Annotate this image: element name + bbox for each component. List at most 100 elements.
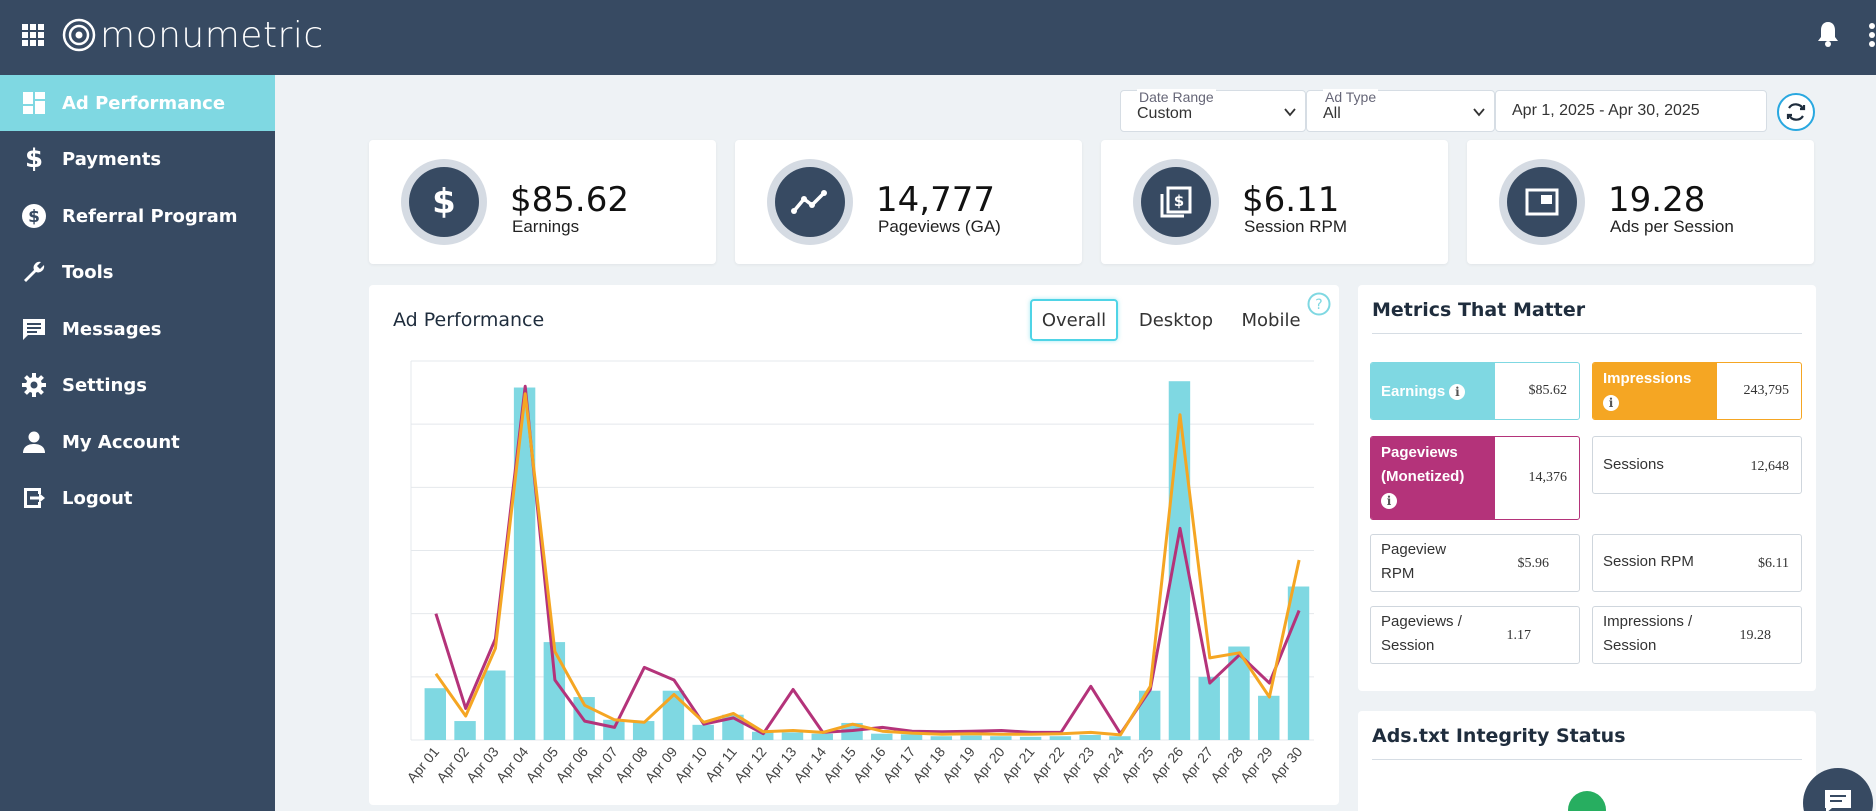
date-range-input[interactable]: Apr 1, 2025 - Apr 30, 2025 bbox=[1495, 90, 1767, 132]
metric-label: Pageviews (Monetized) bbox=[1381, 444, 1465, 485]
metric-label: Pageview RPM bbox=[1381, 541, 1447, 582]
metric-impressions-per-session[interactable]: Impressions / Session 19.28 bbox=[1592, 606, 1802, 664]
chart-bar bbox=[930, 736, 953, 740]
metric-pageviews-monetized[interactable]: Pageviews (Monetized) i 14,376 bbox=[1370, 436, 1580, 520]
metric-value: 243,795 bbox=[1743, 383, 1790, 398]
info-icon[interactable]: i bbox=[1381, 493, 1397, 510]
stat-icon-ring bbox=[767, 159, 853, 245]
metric-label-box: Earnings i bbox=[1371, 363, 1495, 419]
metric-label: Impressions / Session bbox=[1603, 613, 1693, 654]
chart-bar bbox=[990, 736, 1012, 740]
metric-value: $6.11 bbox=[1758, 556, 1789, 571]
info-icon[interactable]: i bbox=[1603, 395, 1619, 412]
metric-pageview-rpm[interactable]: Pageview RPM $5.96 bbox=[1370, 534, 1580, 592]
sidebar-item-label: My Account bbox=[62, 431, 180, 453]
chart-tick-label: Apr 30 bbox=[1267, 743, 1306, 785]
tab-desktop[interactable]: Desktop bbox=[1138, 309, 1214, 331]
metric-label: Session RPM bbox=[1603, 553, 1694, 570]
logout-icon bbox=[20, 484, 48, 512]
chart-bar bbox=[513, 387, 536, 740]
sidebar-item-my-account[interactable]: My Account bbox=[0, 414, 275, 470]
sidebar-item-label: Ad Performance bbox=[62, 92, 226, 114]
metric-value: 14,376 bbox=[1528, 470, 1568, 485]
chart-bar bbox=[424, 688, 447, 740]
ad-type-select[interactable]: Ad Type All bbox=[1306, 89, 1495, 132]
sidebar-item-logout[interactable]: Logout bbox=[0, 470, 275, 526]
stat-value: 19.28 bbox=[1608, 180, 1706, 220]
date-range-label: Date Range bbox=[1137, 89, 1216, 105]
sidebar-item-payments[interactable]: $ Payments bbox=[0, 131, 275, 187]
chart-bar bbox=[1138, 690, 1161, 740]
bell-icon[interactable] bbox=[1816, 20, 1840, 48]
panel-title: Metrics That Matter bbox=[1372, 299, 1586, 321]
svg-text:?: ? bbox=[1315, 297, 1322, 313]
chart-tick-label: Apr 10 bbox=[671, 743, 710, 785]
sidebar-item-ad-performance[interactable]: Ad Performance bbox=[0, 75, 275, 131]
sidebar-item-referral-program[interactable]: $ Referral Program bbox=[0, 188, 275, 244]
stat-icon-ring: $ bbox=[401, 159, 487, 245]
metric-label: Impressions bbox=[1603, 370, 1692, 387]
sidebar: Ad Performance $ Payments $ Referral Pro… bbox=[0, 75, 275, 811]
metric-pageviews-per-session[interactable]: Pageviews / Session 1.17 bbox=[1370, 606, 1580, 664]
wrench-icon bbox=[20, 258, 48, 286]
stat-value: $85.62 bbox=[510, 180, 629, 220]
ad-performance-panel: Ad Performance Overall Desktop Mobile ? … bbox=[369, 285, 1339, 805]
stat-card-pageviews: 14,777 Pageviews (GA) bbox=[735, 140, 1082, 264]
logo-mark-icon bbox=[62, 18, 96, 52]
metric-earnings[interactable]: Earnings i $85.62 bbox=[1370, 362, 1580, 420]
tab-overall[interactable]: Overall bbox=[1030, 299, 1118, 341]
chart-bar bbox=[632, 721, 655, 740]
sidebar-item-settings[interactable]: Settings bbox=[0, 357, 275, 413]
refresh-icon bbox=[1786, 103, 1806, 121]
ad-window-icon bbox=[1507, 167, 1577, 237]
help-icon[interactable]: ? bbox=[1307, 292, 1331, 316]
stat-label: Pageviews (GA) bbox=[878, 217, 1001, 236]
date-range-select[interactable]: Date Range Custom bbox=[1120, 89, 1306, 132]
chart-bar bbox=[1049, 736, 1072, 740]
chart-series-line bbox=[434, 392, 1301, 737]
dollar-circle-icon: $ bbox=[20, 202, 48, 230]
chart-bar bbox=[1228, 646, 1250, 740]
stat-value: 14,777 bbox=[876, 180, 995, 220]
tab-mobile[interactable]: Mobile bbox=[1241, 309, 1301, 331]
sidebar-item-messages[interactable]: Messages bbox=[0, 301, 275, 357]
apps-grid-icon[interactable] bbox=[22, 24, 44, 46]
top-bar: monumetric bbox=[0, 0, 1876, 75]
metric-impressions[interactable]: Impressions i 243,795 bbox=[1592, 362, 1802, 420]
brand-name: monumetric bbox=[100, 14, 324, 56]
panel-title: Ad Performance bbox=[393, 309, 545, 331]
stat-icon-ring bbox=[1499, 159, 1585, 245]
trend-icon bbox=[775, 167, 845, 237]
chart-bar bbox=[454, 721, 476, 740]
divider bbox=[1372, 333, 1802, 334]
brand-logo[interactable]: monumetric bbox=[62, 10, 324, 60]
chart-bar bbox=[1019, 736, 1042, 740]
metric-label: Earnings bbox=[1381, 383, 1446, 400]
chevron-down-icon bbox=[1473, 108, 1485, 117]
kebab-menu-icon[interactable] bbox=[1868, 22, 1876, 48]
chart-bar bbox=[1258, 695, 1280, 740]
chart-bar bbox=[752, 731, 774, 740]
chart-bar bbox=[603, 719, 625, 740]
stat-label: Earnings bbox=[512, 217, 580, 236]
adstxt-panel: Ads.txt Integrity Status bbox=[1358, 711, 1816, 811]
sidebar-item-label: Messages bbox=[62, 318, 162, 340]
stat-card-earnings: $ $85.62 Earnings bbox=[369, 140, 716, 264]
metric-value: $5.96 bbox=[1517, 556, 1550, 571]
chat-icon bbox=[1825, 790, 1851, 811]
sidebar-item-tools[interactable]: Tools bbox=[0, 244, 275, 300]
chart-bar bbox=[811, 733, 833, 740]
session-rpm-icon: $ bbox=[1141, 167, 1211, 237]
sidebar-item-label: Logout bbox=[62, 487, 133, 509]
metric-value: 1.17 bbox=[1506, 628, 1532, 643]
date-range-value: Custom bbox=[1137, 105, 1193, 122]
chart-bar bbox=[900, 734, 923, 740]
metric-value: 19.28 bbox=[1739, 628, 1772, 643]
info-icon[interactable]: i bbox=[1449, 384, 1466, 401]
metric-session-rpm[interactable]: Session RPM $6.11 bbox=[1592, 534, 1802, 592]
date-range-input-value: Apr 1, 2025 - Apr 30, 2025 bbox=[1512, 102, 1700, 119]
refresh-button[interactable] bbox=[1777, 93, 1815, 131]
dollar-icon: $ bbox=[409, 167, 479, 237]
chart-bar bbox=[960, 735, 982, 740]
metric-sessions[interactable]: Sessions 12,648 bbox=[1592, 436, 1802, 494]
